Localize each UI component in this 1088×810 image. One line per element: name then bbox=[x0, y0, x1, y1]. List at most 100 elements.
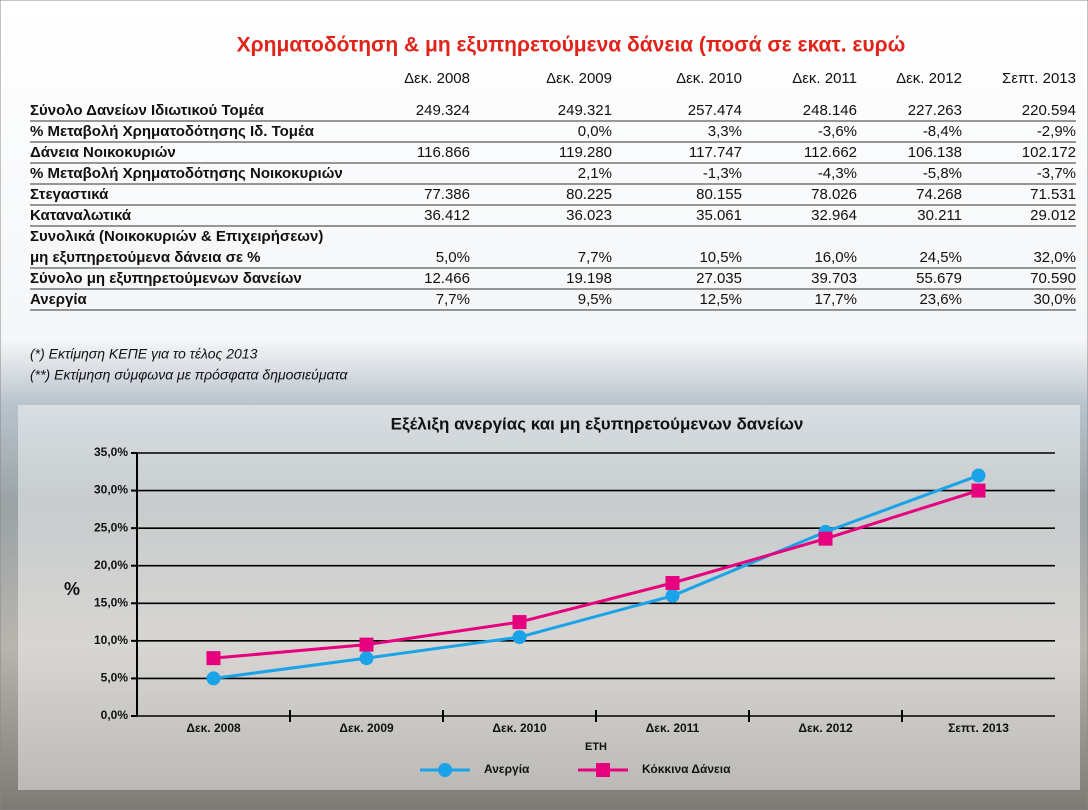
cell: 19.198 bbox=[566, 270, 612, 287]
cell: 10,5% bbox=[699, 249, 742, 266]
cell: 117.747 bbox=[689, 144, 742, 161]
row-label: Καταναλωτικά bbox=[30, 207, 132, 224]
cell: 23,6% bbox=[919, 291, 962, 308]
column-header: Δεκ. 2009 bbox=[546, 70, 612, 87]
y-axis-label: % bbox=[64, 579, 80, 599]
data-point bbox=[206, 671, 221, 686]
y-tick-label: 35,0% bbox=[94, 445, 128, 459]
y-tick-label: 15,0% bbox=[94, 595, 128, 609]
data-point bbox=[971, 468, 986, 483]
cell: 35.061 bbox=[696, 207, 742, 224]
cell: 7,7% bbox=[436, 291, 470, 308]
y-tick-label: 0,0% bbox=[101, 708, 129, 722]
row-label: % Μεταβολή Χρηματοδότησης Ιδ. Τομέα bbox=[30, 123, 315, 140]
cell: 70.590 bbox=[1030, 270, 1076, 287]
series-line bbox=[213, 489, 979, 660]
cell: 71.531 bbox=[1030, 186, 1076, 203]
cell: -8,4% bbox=[923, 123, 962, 140]
cell: 116.866 bbox=[417, 144, 470, 161]
data-point bbox=[512, 615, 527, 630]
data-point bbox=[665, 575, 680, 590]
column-header: Δεκ. 2012 bbox=[896, 70, 962, 87]
data-point bbox=[818, 531, 833, 546]
note: (*) Εκτίμηση ΚΕΠΕ για το τέλος 2013 bbox=[30, 346, 258, 362]
cell: -4,3% bbox=[818, 165, 857, 182]
cell: 16,0% bbox=[814, 249, 857, 266]
legend-label: Κόκκινα Δάνεια bbox=[642, 762, 731, 776]
cell: 2,1% bbox=[578, 165, 612, 182]
x-axis-label: ΕΤΗ bbox=[585, 741, 607, 753]
cell: 227.263 bbox=[908, 102, 962, 119]
x-tick-label: Δεκ. 2011 bbox=[646, 721, 700, 735]
row-label: Σύνολο μη εξυπηρετούμενων δανείων bbox=[30, 270, 302, 287]
legend-label: Ανεργία bbox=[484, 762, 530, 776]
cell: 112.662 bbox=[804, 144, 857, 161]
x-tick-label: Δεκ. 2010 bbox=[492, 721, 547, 735]
data-point bbox=[971, 483, 986, 498]
cell: 36.023 bbox=[566, 207, 612, 224]
cell: 24,5% bbox=[919, 249, 962, 266]
row-label: Στεγαστικά bbox=[30, 186, 109, 203]
cell: 32,0% bbox=[1033, 249, 1076, 266]
cell: 32.964 bbox=[811, 207, 857, 224]
cell: 74.268 bbox=[916, 186, 962, 203]
cell: 78.026 bbox=[811, 186, 857, 203]
y-tick-label: 20,0% bbox=[94, 558, 128, 572]
cell: 102.172 bbox=[1022, 144, 1076, 161]
row-label: Συνολικά (Νοικοκυριών & Επιχειρήσεων) bbox=[30, 228, 323, 245]
x-tick-label: Δεκ. 2008 bbox=[186, 721, 241, 735]
cell: 3,3% bbox=[708, 123, 742, 140]
cell: 249.321 bbox=[558, 102, 612, 119]
chart-title: Εξέλιξη ανεργίας και μη εξυπηρετούμενων … bbox=[391, 414, 804, 433]
row-label: Ανεργία bbox=[30, 291, 88, 308]
cell: 248.146 bbox=[803, 102, 857, 119]
cell: 30.211 bbox=[917, 207, 962, 224]
x-tick-label: Δεκ. 2012 bbox=[798, 721, 853, 735]
x-tick-label: Σεπτ. 2013 bbox=[948, 721, 1009, 735]
cell: 39.703 bbox=[811, 270, 857, 287]
series-line bbox=[213, 474, 980, 680]
table-title: Χρηματοδότηση & μη εξυπηρετούμενα δάνεια… bbox=[237, 34, 906, 57]
cell: 257.474 bbox=[688, 102, 742, 119]
cell: 17,7% bbox=[814, 291, 857, 308]
cell: 12,5% bbox=[699, 291, 742, 308]
y-tick-label: 30,0% bbox=[94, 483, 128, 497]
cell: -5,8% bbox=[923, 165, 962, 182]
cell: 0,0% bbox=[578, 123, 612, 140]
cell: 9,5% bbox=[578, 291, 612, 308]
cell: 29.012 bbox=[1030, 207, 1076, 224]
column-header: Δεκ. 2010 bbox=[676, 70, 742, 87]
data-point bbox=[359, 637, 374, 652]
cell: 106.138 bbox=[908, 144, 962, 161]
legend-marker bbox=[438, 763, 452, 777]
cell: 80.225 bbox=[566, 186, 612, 203]
data-point bbox=[206, 651, 221, 666]
cell: 55.679 bbox=[916, 270, 962, 287]
cell: 77.386 bbox=[424, 186, 470, 203]
y-tick-label: 25,0% bbox=[94, 520, 128, 534]
y-tick-label: 10,0% bbox=[94, 633, 128, 647]
cell: 220.594 bbox=[1022, 102, 1076, 119]
data-point bbox=[359, 651, 374, 666]
x-tick-label: Δεκ. 2009 bbox=[339, 721, 394, 735]
cell: 80.155 bbox=[696, 186, 742, 203]
cell: 119.280 bbox=[559, 144, 612, 161]
cell: 249.324 bbox=[416, 102, 470, 119]
column-header: Δεκ. 2008 bbox=[404, 70, 470, 87]
data-point bbox=[512, 630, 527, 645]
cell: 30,0% bbox=[1033, 291, 1076, 308]
cell: -2,9% bbox=[1037, 123, 1076, 140]
column-header: Σεπτ. 2013 bbox=[1002, 70, 1076, 87]
row-label: Δάνεια Νοικοκυριών bbox=[30, 144, 176, 161]
cell: -1,3% bbox=[703, 165, 742, 182]
data-point bbox=[665, 588, 680, 603]
cell: -3,6% bbox=[818, 123, 857, 140]
note: (**) Εκτίμηση σύμφωνα με πρόσφατα δημοσι… bbox=[30, 367, 349, 383]
row-label: Σύνολο Δανείων Ιδιωτικού Τομέα bbox=[30, 102, 265, 119]
chart-panel bbox=[18, 405, 1080, 790]
cell: 12.466 bbox=[424, 270, 470, 287]
cell: 27.035 bbox=[696, 270, 742, 287]
legend-marker bbox=[596, 763, 610, 777]
